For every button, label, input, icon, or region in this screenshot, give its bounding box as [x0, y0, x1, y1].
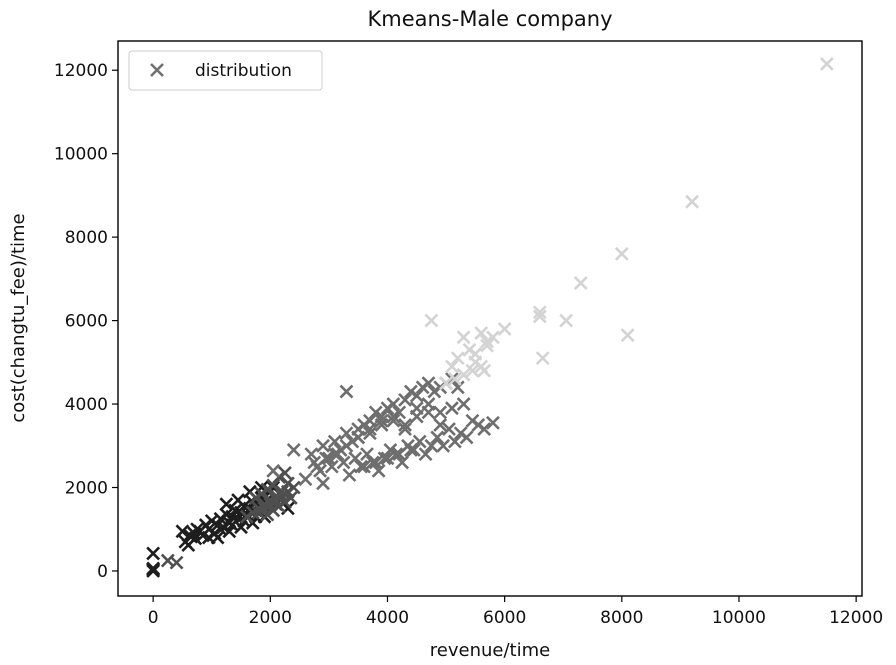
y-tick-label: 12000: [54, 61, 108, 81]
x-tick-label: 6000: [483, 608, 526, 628]
chart-title: Kmeans-Male company: [367, 7, 612, 31]
y-tick-label: 6000: [65, 312, 108, 332]
x-tick-label: 10000: [712, 608, 766, 628]
y-tick-label: 0: [97, 562, 108, 582]
x-axis-label: revenue/time: [430, 640, 550, 661]
x-tick-label: 4000: [366, 608, 409, 628]
x-tick-label: 12000: [829, 608, 883, 628]
legend: distribution: [129, 51, 322, 90]
y-tick-label: 4000: [65, 395, 108, 415]
legend-label: distribution: [195, 61, 292, 81]
y-tick-label: 2000: [65, 479, 108, 499]
y-tick-label: 10000: [54, 145, 108, 165]
x-tick-label: 0: [148, 608, 159, 628]
x-axis-ticks: 0 2000 4000 6000 8000 10000 12000: [148, 596, 883, 628]
x-tick-label: 2000: [249, 608, 292, 628]
y-tick-label: 8000: [65, 228, 108, 248]
x-tick-label: 8000: [600, 608, 643, 628]
y-axis-label: cost(changtu_fee)/time: [8, 213, 29, 422]
y-axis-ticks: 0 2000 4000 6000 8000 10000 12000: [54, 61, 118, 582]
